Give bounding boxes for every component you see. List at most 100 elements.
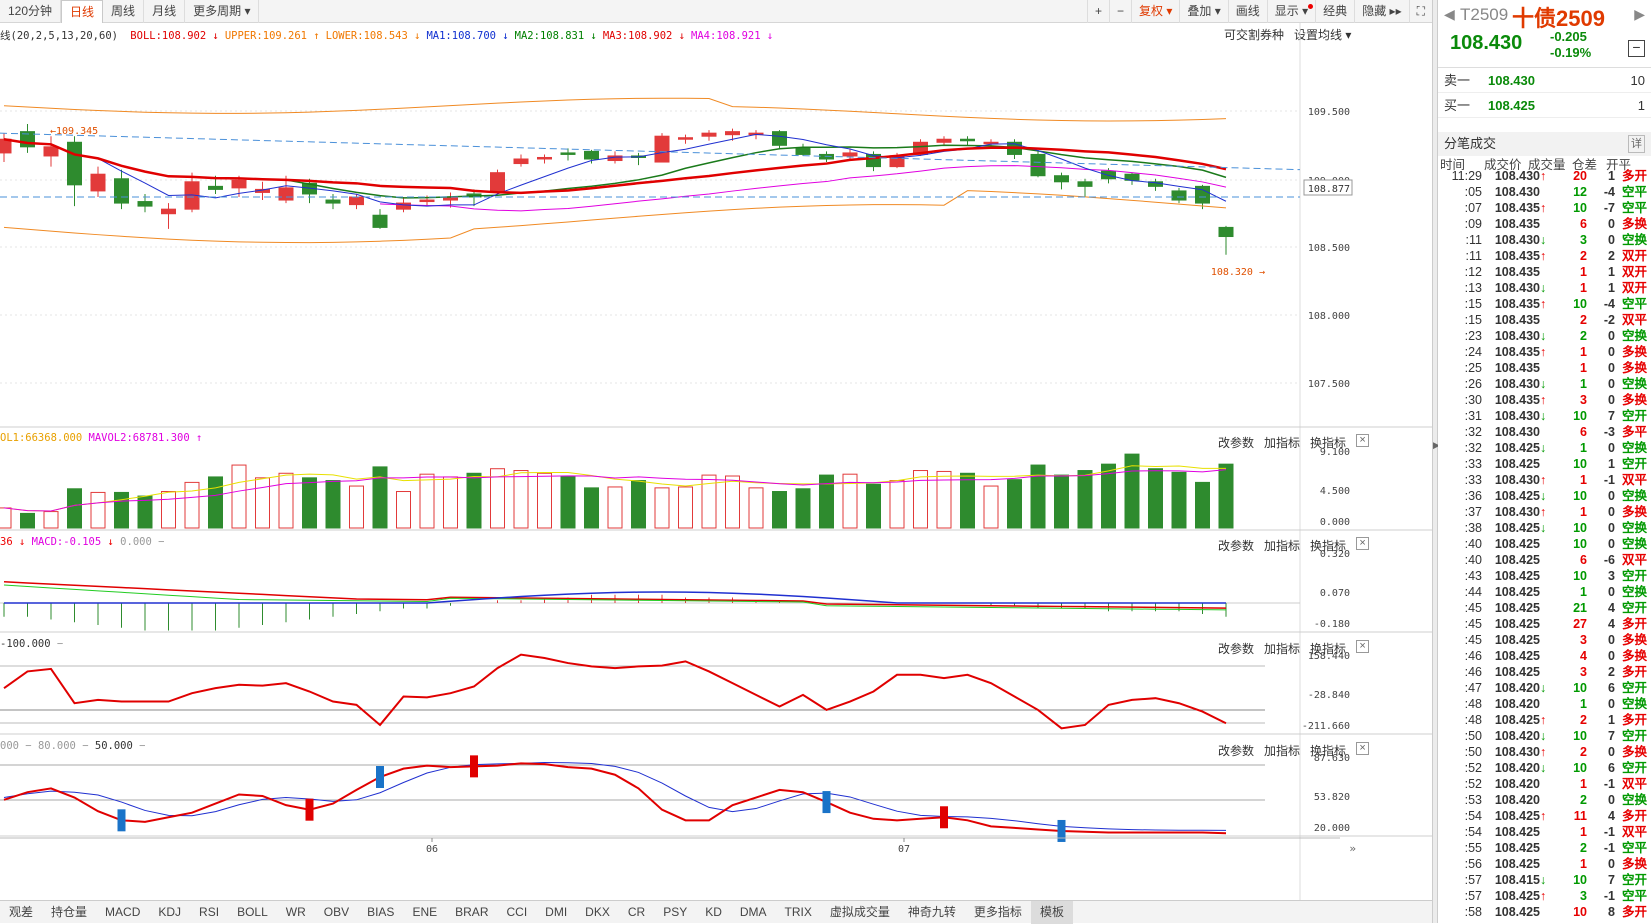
add-indicator-link[interactable]: 加指标 bbox=[1264, 642, 1301, 656]
volume-bar bbox=[983, 485, 999, 529]
indicator-tab[interactable]: DMA bbox=[739, 904, 767, 919]
volume-bar bbox=[537, 472, 552, 529]
sell-one-row: 卖一 108.430 10 bbox=[1438, 68, 1651, 93]
collapse-icon[interactable]: − bbox=[1628, 40, 1645, 57]
tick-volume: 1 bbox=[1580, 345, 1587, 359]
indicator-tab[interactable]: RSI bbox=[199, 904, 220, 919]
edit-params-link[interactable]: 改参数 bbox=[1218, 744, 1255, 758]
edit-params-link[interactable]: 改参数 bbox=[1218, 539, 1255, 553]
indicator-tab[interactable]: 更多指标 bbox=[973, 904, 1022, 919]
change-indicator-link[interactable]: 换指标 bbox=[1310, 744, 1347, 758]
indicator-tab[interactable]: DKX bbox=[585, 904, 610, 919]
indicator-tab[interactable]: DMI bbox=[545, 904, 568, 919]
indicator-tab[interactable]: TRIX bbox=[784, 904, 812, 919]
change-indicator-link[interactable]: 换指标 bbox=[1310, 642, 1347, 656]
tick-volume: 2 bbox=[1580, 329, 1587, 343]
tick-row: :15 108.435 2 -2 双平 bbox=[1438, 312, 1651, 328]
indicator-tab[interactable]: 观差 bbox=[9, 904, 34, 919]
zoom-in-button[interactable]: + bbox=[1086, 0, 1109, 23]
indicator-tab[interactable]: PSY bbox=[663, 904, 688, 919]
kdj-b-label: 80.000 bbox=[37, 740, 76, 752]
tick-price: 108.425 bbox=[1494, 569, 1540, 583]
tick-oi-diff: -2 bbox=[1603, 313, 1615, 327]
tick-volume: 10 bbox=[1573, 521, 1587, 535]
classic-button[interactable]: 经典 bbox=[1315, 0, 1354, 23]
fullscreen-button[interactable]: ⛶ bbox=[1408, 0, 1432, 23]
kdj-signal-marker bbox=[376, 766, 384, 788]
indicator-tab[interactable]: CR bbox=[627, 904, 646, 919]
overlay-button[interactable]: 叠加 ▾ bbox=[1179, 0, 1227, 23]
display-button[interactable]: 显示 ▾ bbox=[1266, 0, 1315, 23]
tick-row: :23 108.430 ↓ 2 0 空换 bbox=[1438, 328, 1651, 344]
set-ma-link[interactable]: 设置均线 ▾ bbox=[1294, 28, 1352, 42]
indicator-tab[interactable]: WR bbox=[285, 904, 306, 919]
vol-axis-label: 4.500 bbox=[1320, 486, 1350, 497]
panel-splitter[interactable]: ▶ bbox=[1432, 0, 1440, 923]
indicator-tab[interactable]: 持仓量 bbox=[51, 904, 88, 919]
indicator-tab[interactable]: KDJ bbox=[158, 904, 182, 919]
tick-time: :32 bbox=[1464, 425, 1482, 439]
tick-row: :43 108.425 10 3 空开 bbox=[1438, 568, 1651, 584]
change-indicator-link[interactable]: 换指标 bbox=[1310, 539, 1347, 553]
tick-price: 108.430 bbox=[1494, 281, 1540, 295]
candlestick bbox=[1054, 175, 1069, 183]
tick-list: 11:29 108.430 ↑ 20 1 多开:05 108.430 12 -4 空平:07 108… bbox=[1438, 168, 1651, 920]
adjust-rights-button[interactable]: 复权 ▾ bbox=[1130, 0, 1179, 23]
add-indicator-link[interactable]: 加指标 bbox=[1264, 539, 1301, 553]
indicator-tab[interactable]: 神奇九转 bbox=[907, 904, 956, 919]
tick-table-header: 时间 成交价 成交量 仓差 开平 bbox=[1438, 156, 1651, 174]
add-indicator-link[interactable]: 加指标 bbox=[1264, 436, 1301, 450]
indicator-tab[interactable]: BOLL bbox=[237, 904, 268, 919]
tick-time: :25 bbox=[1464, 361, 1482, 375]
indicator-tab[interactable]: CCI bbox=[506, 904, 528, 919]
indicator-tab[interactable]: ENE bbox=[412, 904, 438, 919]
indicator-tab[interactable]: 模板 bbox=[1030, 900, 1073, 924]
tick-row: :32 108.430 6 -3 多平 bbox=[1438, 424, 1651, 440]
tick-row: :57 108.415 ↓ 10 7 空开 bbox=[1438, 872, 1651, 888]
next-contract-icon[interactable]: ▶ bbox=[1634, 6, 1645, 22]
tab-weekly[interactable]: 周线 bbox=[103, 0, 145, 23]
indicator-tab[interactable]: 虚拟成交量 bbox=[829, 904, 890, 919]
tick-oi-diff: 0 bbox=[1608, 345, 1615, 359]
change-indicator-link[interactable]: 换指标 bbox=[1310, 436, 1347, 450]
indicator-tab[interactable]: KD bbox=[705, 904, 722, 919]
tick-oi-diff: 4 bbox=[1608, 617, 1615, 631]
add-indicator-link[interactable]: 加指标 bbox=[1264, 744, 1301, 758]
tick-oi-diff: 4 bbox=[1608, 601, 1615, 615]
indicator-tab[interactable]: MACD bbox=[105, 904, 141, 919]
tick-open-close: 空开 bbox=[1621, 569, 1647, 583]
main-chart-links: 可交割券种 设置均线 ▾ bbox=[1224, 26, 1351, 43]
price-change-pct: -0.19% bbox=[1550, 45, 1592, 60]
tab-daily[interactable]: 日线 bbox=[61, 0, 104, 23]
close-icon[interactable]: × bbox=[1356, 640, 1370, 653]
close-icon[interactable]: × bbox=[1356, 434, 1370, 447]
tab-more-periods[interactable]: 更多周期 ▾ bbox=[185, 0, 260, 23]
indicator-tab[interactable]: BIAS bbox=[367, 904, 395, 919]
tick-time: :45 bbox=[1464, 617, 1482, 631]
edit-params-link[interactable]: 改参数 bbox=[1218, 642, 1255, 656]
tick-time: :30 bbox=[1464, 393, 1482, 407]
zoom-out-button[interactable]: − bbox=[1108, 0, 1131, 23]
draw-line-button[interactable]: 画线 bbox=[1227, 0, 1267, 23]
indicator-tab[interactable]: BRAR bbox=[455, 904, 489, 919]
tab-monthly[interactable]: 月线 bbox=[144, 0, 186, 23]
tick-oi-diff: 0 bbox=[1608, 361, 1615, 375]
edit-params-link[interactable]: 改参数 bbox=[1218, 436, 1255, 450]
close-icon[interactable]: × bbox=[1356, 742, 1370, 755]
tick-oi-diff: 0 bbox=[1608, 857, 1615, 871]
tick-direction-icon: ↑ bbox=[1540, 297, 1547, 311]
tab-120min[interactable]: 120分钟 bbox=[0, 0, 62, 23]
tick-volume: 10 bbox=[1573, 489, 1587, 503]
indicator-tab[interactable]: OBV bbox=[323, 904, 350, 919]
tick-detail-button[interactable]: 详 bbox=[1628, 135, 1645, 153]
tick-row: :53 108.420 2 0 空换 bbox=[1438, 792, 1651, 808]
close-icon[interactable]: × bbox=[1356, 537, 1370, 550]
hide-button[interactable]: 隐藏 ▸▸ bbox=[1354, 0, 1408, 23]
tick-open-close: 多开 bbox=[1621, 809, 1647, 823]
tick-direction-icon: ↑ bbox=[1540, 393, 1547, 407]
deliverable-bonds-link[interactable]: 可交割券种 bbox=[1224, 28, 1285, 42]
prev-contract-icon[interactable]: ◀ bbox=[1444, 6, 1455, 22]
tick-time: :56 bbox=[1464, 857, 1482, 871]
tick-time: :24 bbox=[1464, 345, 1482, 359]
